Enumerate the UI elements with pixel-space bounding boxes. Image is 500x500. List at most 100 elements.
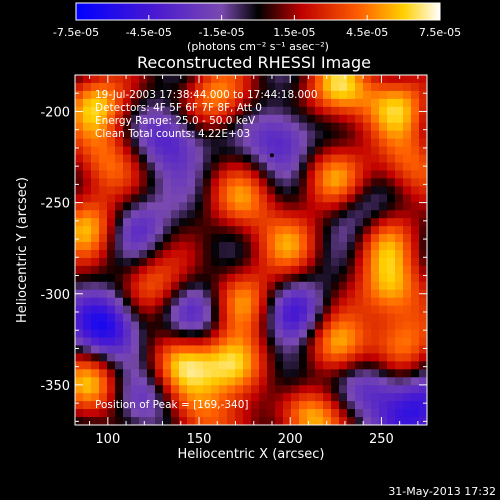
heatmap-cell	[171, 361, 180, 370]
heatmap-cell	[419, 329, 428, 338]
heatmap-cell	[75, 146, 84, 155]
heatmap-cell	[179, 345, 188, 354]
heatmap-cell	[307, 385, 316, 394]
heatmap-cell	[219, 337, 228, 346]
heatmap-cell	[363, 242, 372, 251]
heatmap-cell	[107, 385, 116, 394]
heatmap-cell	[235, 393, 244, 402]
heatmap-cell	[235, 186, 244, 195]
heatmap-cell	[179, 401, 188, 410]
heatmap-cell	[251, 345, 260, 354]
heatmap-cell	[235, 385, 244, 394]
heatmap-cell	[227, 257, 236, 267]
heatmap-cell	[299, 242, 308, 251]
heatmap-cell	[211, 313, 220, 322]
heatmap-cell	[307, 401, 316, 410]
heatmap-cell	[171, 234, 180, 243]
heatmap-cell	[299, 409, 308, 418]
heatmap-cell	[99, 401, 108, 410]
heatmap-cell	[83, 210, 92, 219]
heatmap-cell	[187, 242, 196, 251]
heatmap-cell	[363, 146, 372, 155]
heatmap-cell	[227, 305, 236, 315]
heatmap-cell	[363, 170, 372, 179]
heatmap-cell	[347, 210, 356, 219]
heatmap-cell	[155, 154, 164, 163]
heatmap-cell	[323, 106, 332, 116]
heatmap-cell	[275, 313, 284, 322]
heatmap-cell	[131, 146, 140, 155]
heatmap-cell	[259, 138, 268, 147]
heatmap-cell	[243, 353, 252, 362]
heatmap-cell	[307, 361, 316, 370]
heatmap-cell	[155, 313, 164, 322]
heatmap-cell	[203, 82, 212, 92]
heatmap-cell	[187, 202, 196, 211]
heatmap-cell	[379, 242, 388, 251]
heatmap-cell	[99, 170, 108, 179]
heatmap-cell	[299, 114, 308, 124]
heatmap-cell	[123, 265, 132, 275]
heatmap-cell	[363, 202, 372, 211]
heatmap-cell	[403, 106, 412, 116]
heatmap-cell	[187, 401, 196, 410]
heatmap-cell	[227, 281, 236, 291]
heatmap-cell	[315, 90, 324, 100]
heatmap-cell	[355, 297, 364, 307]
heatmap-cell	[315, 265, 324, 275]
colorbar: -7.5e-05 -4.5e-05 -1.5e-05 1.5e-05 4.5e-05 7.…	[53, 2, 461, 53]
heatmap-cell	[243, 122, 252, 132]
heatmap-cell	[147, 369, 156, 378]
heatmap-cell	[211, 106, 220, 116]
heatmap-cell	[131, 178, 140, 187]
heatmap-cell	[107, 146, 116, 155]
heatmap-cell	[203, 114, 212, 124]
heatmap-cell	[283, 226, 292, 235]
heatmap-cell	[155, 281, 164, 291]
heatmap-cell	[131, 273, 140, 283]
heatmap-cell	[139, 98, 148, 108]
heatmap-cell	[331, 186, 340, 195]
heatmap-cell	[411, 154, 420, 163]
heatmap-cell	[83, 345, 92, 354]
heatmap-cell	[307, 122, 316, 132]
heatmap-cell	[339, 281, 348, 291]
heatmap-cell	[371, 393, 380, 402]
heatmap-cell	[371, 226, 380, 235]
heatmap-cell	[307, 289, 316, 299]
heatmap-cell	[251, 337, 260, 346]
heatmap-cell	[163, 329, 172, 338]
heatmap-cell	[363, 321, 372, 330]
heatmap-cell	[187, 98, 196, 108]
heatmap-cell	[259, 170, 268, 179]
heatmap-cell	[283, 210, 292, 219]
heatmap-cell	[339, 257, 348, 267]
heatmap-cell	[283, 345, 292, 354]
heatmap-cell	[403, 75, 412, 84]
y-axis-label: Heliocentric Y (arcsec)	[15, 177, 30, 323]
heatmap-cell	[275, 329, 284, 338]
heatmap-cell	[331, 226, 340, 235]
heatmap-cell	[131, 234, 140, 243]
heatmap-cell	[107, 409, 116, 418]
heatmap-cell	[155, 257, 164, 267]
heatmap-cell	[419, 250, 428, 259]
heatmap-cell	[403, 154, 412, 163]
heatmap-cell	[91, 202, 100, 211]
heatmap-cell	[267, 385, 276, 394]
heatmap-cell	[363, 393, 372, 402]
heatmap-cell	[387, 393, 396, 402]
heatmap-cell	[163, 186, 172, 195]
heatmap-cell	[387, 409, 396, 418]
heatmap-cell	[75, 226, 84, 235]
heatmap-cell	[371, 361, 380, 370]
heatmap-cell	[379, 377, 388, 386]
heatmap-cell	[339, 146, 348, 155]
heatmap-cell	[331, 90, 340, 100]
heatmap-cell	[195, 90, 204, 100]
heatmap-cell	[259, 178, 268, 187]
heatmap-cell	[363, 329, 372, 338]
heatmap-cell	[379, 409, 388, 418]
heatmap-cell	[283, 377, 292, 386]
heatmap-cell	[283, 154, 292, 163]
